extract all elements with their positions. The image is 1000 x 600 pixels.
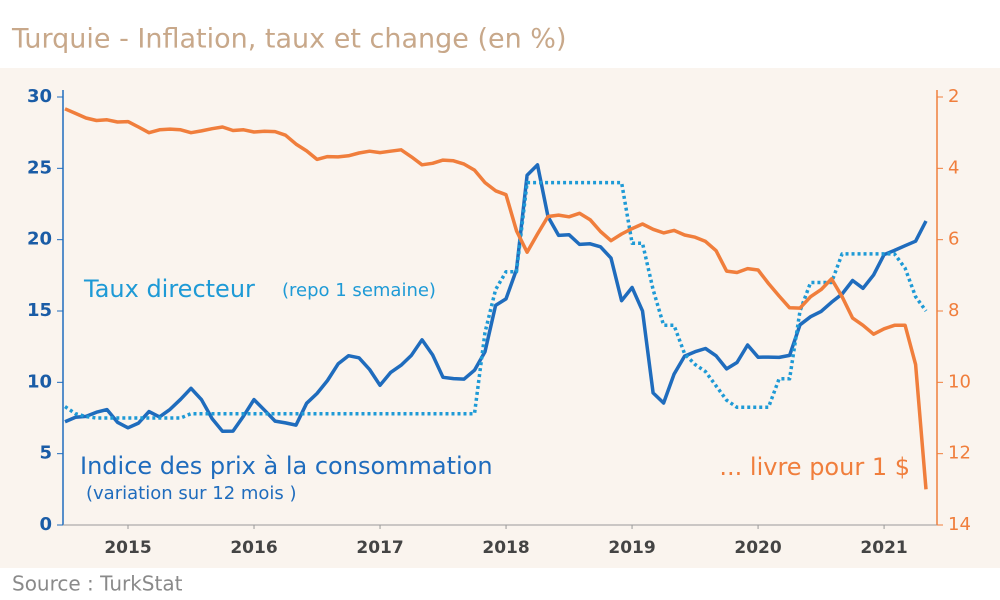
y-tick-label: 15 [27,300,52,321]
y-tick-label: 30 [27,86,52,107]
y-tick-label: 25 [27,157,52,178]
x-tick-label: 2021 [860,538,907,558]
y2-tick-label: 4 [948,157,959,178]
y2-tick-label: 8 [948,300,959,321]
chart-title: Turquie - Inflation, taux et change (en … [11,24,566,55]
legend-label: ... livre pour 1 $ [719,453,910,481]
y-tick-label: 10 [27,371,52,392]
y2-tick-label: 12 [948,443,971,464]
source: Source : TurkStat [12,572,183,596]
y2-tick-label: 10 [948,371,971,392]
x-tick-label: 2017 [356,538,403,558]
x-tick-label: 2020 [734,538,781,558]
legend-label: Indice des prix à la consommation [80,452,493,480]
series-line [64,107,928,490]
y-tick-label: 5 [39,443,52,464]
series-line [64,163,928,434]
y2-tick-label: 6 [948,229,959,250]
legend-note: (repo 1 semaine) [282,280,436,301]
legend-note: (variation sur 12 mois ) [86,483,297,504]
plot-background [0,68,1000,568]
y2-tick-label: 2 [948,86,959,107]
y2-tick-label: 14 [948,514,971,535]
x-tick-label: 2019 [608,538,655,558]
x-tick-label: 2016 [230,538,277,558]
y-tick-label: 0 [39,514,52,535]
x-tick-label: 2015 [104,538,151,558]
y-tick-label: 20 [27,229,52,250]
legend-label: Taux directeur [83,275,255,303]
x-tick-label: 2018 [482,538,529,558]
series-line [64,180,928,420]
